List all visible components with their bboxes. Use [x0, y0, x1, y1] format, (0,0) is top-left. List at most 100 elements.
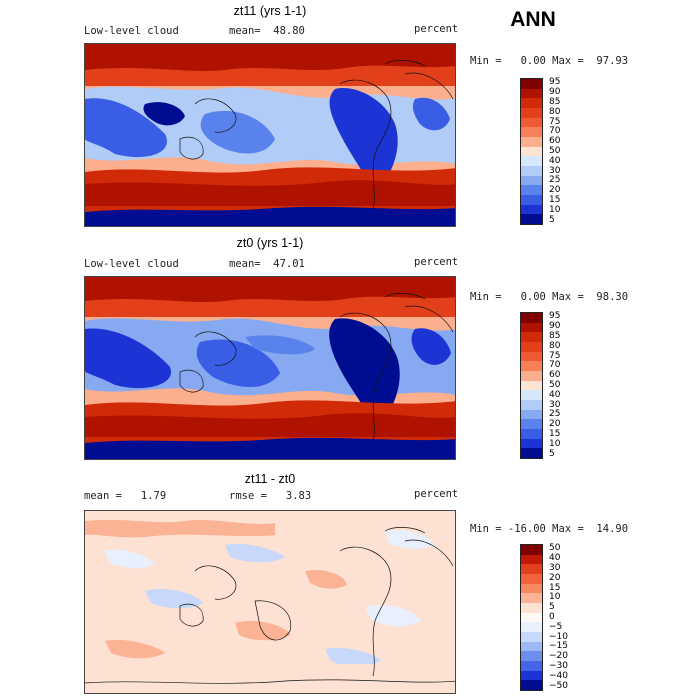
colorbar-swatch: [521, 166, 542, 176]
colorbar-swatch: [521, 342, 542, 352]
colorbar-swatch: [521, 632, 542, 642]
colorbar-tick-label: 15: [549, 195, 561, 205]
colorbar-swatch: [521, 332, 542, 343]
colorbar-tick-label: −10: [549, 631, 568, 642]
colorbar-tick-label: 80: [549, 106, 561, 117]
panel-2-mean-label: mean=: [229, 258, 261, 270]
colorbar-tick-label: 5: [549, 448, 555, 459]
panel-1-units: percent: [414, 23, 459, 35]
colorbar-tick-label: 50: [549, 380, 561, 390]
colorbar-swatch: [521, 670, 542, 681]
colorbar-tick-label: 5: [549, 214, 555, 225]
colorbar-swatch: [521, 137, 542, 147]
panel-1-min-max: Min = 0.00 Max = 97.93: [470, 55, 629, 67]
panel-3-units: percent: [414, 488, 459, 500]
colorbar-tick-label: 10: [549, 592, 561, 603]
colorbar-tick-label: 90: [549, 321, 561, 332]
colorbar-swatch: [521, 419, 542, 430]
panel-1-colorbar: [520, 78, 543, 225]
colorbar-tick-label: 20: [549, 572, 561, 583]
colorbar-tick-label: 10: [549, 204, 561, 215]
colorbar-swatch: [521, 390, 542, 401]
panel-2-mean-value: 47.01: [273, 258, 305, 270]
panel-3-colorbar-ticks: 50 40 30 20 15 10 5 0 −5 −10 −15 −20 −30 −40 −50: [549, 544, 609, 691]
colorbar-tick-label: 20: [549, 185, 561, 196]
colorbar-swatch: [521, 175, 542, 186]
colorbar-swatch: [521, 214, 542, 225]
colorbar-tick-label: −30: [549, 661, 568, 671]
panel-2-colorbar-ticks: 95 90 85 80 75 70 60 50 40 30 25 20 15 10 5: [549, 312, 609, 459]
panel-3-rmse-label: rmse =: [229, 490, 267, 502]
panel-1-mean: mean= 48.80: [229, 25, 305, 37]
colorbar-swatch: [521, 429, 542, 439]
colorbar-tick-label: 15: [549, 582, 561, 593]
colorbar-tick-label: 70: [549, 360, 561, 371]
colorbar-tick-label: −5: [549, 621, 563, 632]
colorbar-swatch: [521, 641, 542, 652]
colorbar-swatch: [521, 371, 542, 381]
panel-3-title: zt11 - zt0: [244, 472, 296, 486]
colorbar-tick-label: 30: [549, 563, 561, 573]
panel-3-mean: mean = 1.79: [84, 490, 167, 502]
colorbar-tick-label: 40: [549, 553, 561, 564]
colorbar-swatch: [521, 351, 542, 362]
colorbar-swatch: [521, 380, 542, 391]
colorbar-swatch: [521, 108, 542, 118]
colorbar-tick-label: 40: [549, 155, 561, 166]
colorbar-swatch: [521, 554, 542, 565]
colorbar-tick-label: 75: [549, 350, 561, 361]
colorbar-swatch: [521, 651, 542, 662]
colorbar-tick-label: 95: [549, 311, 561, 322]
colorbar-swatch: [521, 156, 542, 167]
colorbar-swatch: [521, 88, 542, 99]
colorbar-tick-label: 5: [549, 602, 555, 613]
colorbar-tick-label: 85: [549, 97, 561, 107]
panel-3-colorbar: [520, 544, 543, 691]
season-label: ANN: [510, 8, 556, 31]
colorbar-swatch: [521, 400, 542, 410]
panel-2-map: [84, 276, 456, 460]
colorbar-tick-label: 95: [549, 77, 561, 88]
colorbar-tick-label: 40: [549, 389, 561, 400]
panel-1-mean-value: 48.80: [273, 25, 305, 37]
panel-3-min-max: Min = -16.00 Max = 14.90: [470, 523, 629, 535]
colorbar-swatch: [521, 117, 542, 128]
panel-2-min-max: Min = 0.00 Max = 98.30: [470, 291, 629, 303]
colorbar-tick-label: 0: [549, 612, 555, 622]
panel-3-map: [84, 510, 456, 694]
colorbar-swatch: [521, 574, 542, 584]
colorbar-swatch: [521, 409, 542, 420]
colorbar-tick-label: −20: [549, 651, 568, 662]
colorbar-swatch: [521, 313, 542, 323]
colorbar-tick-label: 80: [549, 340, 561, 351]
colorbar-swatch: [521, 448, 542, 459]
panel-1-variable-label: Low-level cloud: [84, 25, 179, 37]
colorbar-tick-label: 25: [549, 409, 561, 420]
colorbar-swatch: [521, 146, 542, 157]
colorbar-swatch: [521, 204, 542, 215]
colorbar-swatch: [521, 661, 542, 671]
colorbar-tick-label: 60: [549, 136, 561, 147]
colorbar-tick-label: 50: [549, 543, 561, 554]
colorbar-tick-label: 20: [549, 419, 561, 430]
colorbar-tick-label: 25: [549, 175, 561, 186]
colorbar-swatch: [521, 98, 542, 109]
colorbar-tick-label: 15: [549, 429, 561, 439]
panel-1-map: [84, 43, 456, 227]
colorbar-swatch: [521, 438, 542, 449]
panel-2-title: zt0 (yrs 1-1): [236, 236, 304, 250]
colorbar-swatch: [521, 603, 542, 613]
panel-2-units: percent: [414, 256, 459, 268]
colorbar-tick-label: −15: [549, 641, 568, 652]
colorbar-tick-label: 85: [549, 331, 561, 341]
panel-1-title: zt11 (yrs 1-1): [233, 4, 307, 18]
panel-1-colorbar-ticks: 95 90 85 80 75 70 60 50 40 30 25 20 15 10 5: [549, 78, 609, 225]
panel-3-rmse-value: 3.83: [285, 490, 312, 502]
colorbar-tick-label: 10: [549, 438, 561, 449]
panel-3-rmse: rmse = 3.83: [229, 490, 311, 502]
colorbar-swatch: [521, 361, 542, 372]
colorbar-tick-label: 70: [549, 126, 561, 137]
colorbar-swatch: [521, 622, 542, 633]
colorbar-swatch: [521, 79, 542, 89]
colorbar-swatch: [521, 185, 542, 196]
